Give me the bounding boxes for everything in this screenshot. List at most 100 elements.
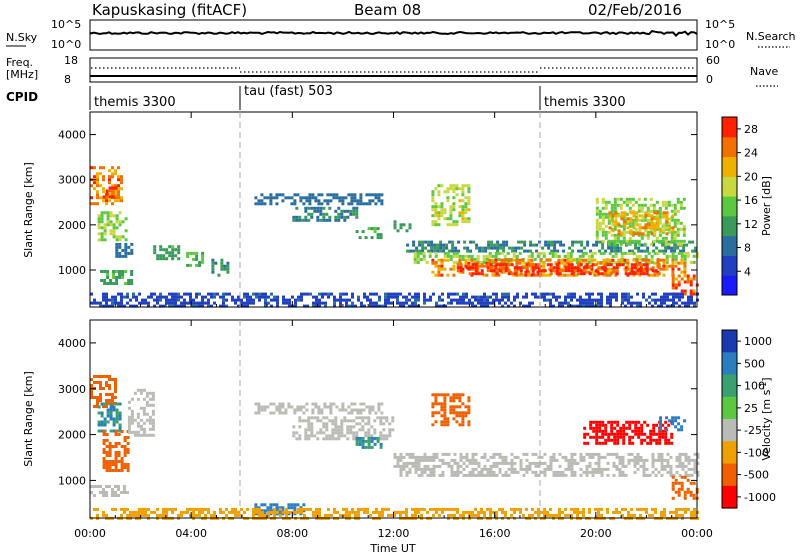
heatmap-cell (542, 264, 546, 268)
heatmap-cell (616, 246, 620, 250)
heatmap-cell (97, 214, 101, 218)
heatmap-cell (174, 295, 177, 299)
heatmap-cell (414, 304, 417, 308)
heatmap-cell (579, 269, 583, 273)
heatmap-cell (201, 298, 204, 302)
heatmap-cell (506, 260, 510, 264)
heatmap-cell (598, 215, 602, 219)
heatmap-cell (112, 420, 116, 424)
heatmap-cell (609, 301, 612, 305)
heatmap-cell (649, 209, 653, 213)
heatmap-cell (303, 292, 306, 296)
heatmap-cell (331, 434, 335, 438)
heatmap-cell (593, 251, 597, 255)
heatmap-cell (405, 510, 408, 514)
heatmap-cell (546, 263, 550, 267)
colorbar-tick-label: 28 (744, 123, 758, 136)
heatmap-cell (504, 292, 507, 296)
heatmap-cell (456, 266, 460, 270)
heatmap-cell (126, 295, 129, 299)
heatmap-cell (515, 273, 519, 277)
heatmap-cell (117, 184, 120, 188)
heatmap-cell (105, 298, 108, 302)
heatmap-cell (457, 240, 461, 244)
heatmap-cell (452, 260, 456, 264)
heatmap-cell (442, 246, 446, 250)
heatmap-cell (361, 419, 365, 423)
heatmap-cell (595, 438, 599, 442)
heatmap-cell (682, 246, 686, 250)
heatmap-cell (670, 249, 674, 253)
heatmap-cell (531, 461, 535, 465)
heatmap-cell (130, 418, 134, 422)
heatmap-cell (189, 251, 193, 255)
heatmap-cell (585, 473, 589, 477)
heatmap-cell (183, 292, 186, 296)
heatmap-cell (482, 264, 486, 268)
heatmap-cell (452, 417, 456, 421)
heatmap-cell (615, 263, 619, 267)
heatmap-cell (437, 411, 441, 415)
heatmap-cell (307, 212, 311, 216)
heatmap-cell (114, 378, 117, 381)
heatmap-cell (393, 226, 397, 230)
heatmap-cell (133, 433, 137, 437)
heatmap-cell (637, 218, 641, 222)
heatmap-cell (586, 432, 590, 436)
heatmap-cell (100, 211, 104, 215)
heatmap-cell (433, 246, 437, 250)
heatmap-cell (687, 301, 690, 305)
heatmap-cell (516, 295, 519, 299)
heatmap-cell (111, 195, 115, 199)
heatmap-cell (616, 432, 620, 436)
heatmap-cell (111, 202, 114, 206)
heatmap-cell (334, 218, 338, 222)
heatmap-cell (111, 172, 114, 176)
heatmap-cell (446, 190, 450, 194)
heatmap-cell (690, 467, 694, 471)
heatmap-cell (328, 206, 332, 210)
heatmap-cell (304, 431, 308, 435)
heatmap-cell (258, 510, 261, 514)
heatmap-cell (696, 473, 700, 477)
heatmap-cell (666, 304, 669, 308)
heatmap-cell (686, 487, 690, 491)
heatmap-cell (219, 510, 222, 514)
heatmap-cell (375, 301, 378, 305)
heatmap-cell (660, 301, 663, 305)
heatmap-cell (600, 455, 604, 459)
heatmap-cell (93, 298, 96, 302)
heatmap-cell (219, 507, 222, 511)
heatmap-cell (114, 396, 117, 399)
heatmap-cell (267, 510, 270, 514)
heatmap-cell (279, 513, 282, 517)
heatmap-cell (97, 217, 101, 221)
heatmap-cell (613, 203, 617, 207)
heatmap-cell (638, 226, 642, 230)
heatmap-cell (106, 211, 110, 215)
heatmap-cell (111, 463, 115, 466)
heatmap-cell (432, 470, 436, 474)
heatmap-cell (664, 420, 668, 424)
heatmap-cell (582, 266, 586, 270)
heatmap-cell (171, 251, 175, 255)
heatmap-cell (605, 273, 609, 277)
colorbar-tick-label: 8 (744, 242, 751, 255)
heatmap-cell (477, 298, 480, 302)
heatmap-cell (440, 273, 444, 277)
heatmap-cell (459, 464, 463, 468)
heatmap-cell (669, 455, 673, 459)
heatmap-cell (278, 411, 282, 415)
heatmap-cell (390, 295, 393, 299)
heatmap-cell (551, 251, 555, 255)
heatmap-cell (588, 301, 591, 305)
heatmap-cell (549, 272, 553, 276)
heatmap-cell (156, 507, 159, 511)
heatmap-cell (112, 408, 116, 412)
heatmap-cell (528, 304, 531, 308)
heatmap-cell (583, 441, 587, 445)
heatmap-cell (361, 439, 365, 443)
heatmap-cell (573, 269, 577, 273)
heatmap-cell (96, 202, 99, 206)
heatmap-cell (542, 251, 546, 255)
